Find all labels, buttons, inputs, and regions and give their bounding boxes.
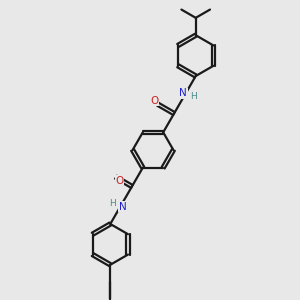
Text: H: H	[190, 92, 197, 101]
Text: N: N	[179, 88, 187, 98]
Text: H: H	[109, 199, 116, 208]
Text: O: O	[150, 96, 158, 106]
Text: N: N	[119, 202, 127, 212]
Text: O: O	[115, 176, 124, 186]
